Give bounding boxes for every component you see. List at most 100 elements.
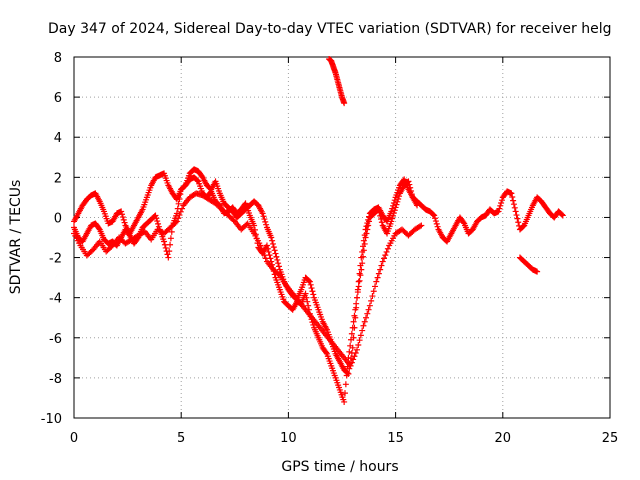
track-c-point (372, 283, 379, 290)
track-a-point (305, 302, 312, 309)
x-tick-label: 10 (280, 431, 297, 446)
track-a-point (166, 248, 173, 255)
x-tick-label: 25 (602, 431, 619, 446)
track-c-point (377, 266, 384, 273)
track-b-point (509, 193, 516, 200)
track-b-point (262, 218, 269, 225)
track-b-point (558, 211, 565, 218)
track-c-point (257, 242, 264, 249)
track-b-point (355, 278, 362, 285)
track-a-point (168, 228, 175, 235)
track-c-point (366, 302, 373, 309)
track-b-point (513, 212, 520, 219)
track-b-point (354, 294, 361, 301)
track-c-point (355, 341, 362, 348)
track-b-point (307, 281, 314, 288)
track-c-point (262, 255, 269, 262)
track-c-point (418, 222, 425, 229)
y-tick-labels: -10 -8 -6 -4 -2 0 2 4 6 8 (41, 51, 62, 427)
track-b-point (268, 234, 275, 241)
track-b-point (364, 220, 371, 227)
track-b-point (390, 202, 397, 209)
track-a-point (167, 235, 174, 242)
track-a-point (358, 266, 365, 273)
y-tick-label: -2 (49, 252, 62, 267)
track-c-point (382, 252, 389, 259)
track-b-point (263, 221, 270, 228)
track-b-point (344, 370, 351, 377)
track-c-point (363, 314, 370, 321)
track-b-point (432, 215, 439, 222)
track-b-point (259, 210, 266, 217)
track-b-point (275, 260, 282, 267)
track-b-point (363, 223, 370, 230)
y-tick-label: -6 (49, 332, 62, 347)
track-b-point (181, 183, 188, 190)
track-b-point (362, 226, 369, 233)
track-c-point (172, 219, 179, 226)
track-c-point (361, 318, 368, 325)
y-tick-label: 4 (54, 131, 62, 146)
track-a-point (251, 222, 258, 229)
track-c-point (375, 270, 382, 277)
data-points (71, 56, 566, 405)
track-d-point (341, 100, 348, 107)
track-c-point (260, 248, 267, 255)
track-b-point (358, 254, 365, 261)
track-b-point (389, 205, 396, 212)
track-a-point (356, 277, 363, 284)
track-c-point (373, 278, 380, 285)
track-b-point (388, 208, 395, 215)
track-a-point (175, 200, 182, 207)
y-tick-label: -10 (41, 412, 62, 427)
track-a-point (341, 398, 348, 405)
track-c-point (261, 252, 268, 259)
track-b-point (360, 237, 367, 244)
track-c-point (378, 262, 385, 269)
track-b-point (306, 278, 313, 285)
track-c-point (368, 297, 375, 304)
track-c-point (360, 322, 367, 329)
track-a-point (153, 215, 160, 222)
track-b-point (430, 211, 437, 218)
track-c-point (176, 212, 183, 219)
track-b-point (498, 197, 505, 204)
track-b-point (119, 214, 126, 221)
track-a-point (161, 238, 168, 245)
track-c-point (275, 271, 282, 278)
track-c-point (370, 288, 377, 295)
x-tick-labels: 0 5 10 15 20 25 (70, 431, 618, 446)
chart-title: Day 347 of 2024, Sidereal Day-to-day VTE… (48, 21, 611, 37)
track-c-point (175, 215, 182, 222)
y-tick-label: 2 (54, 171, 62, 186)
track-b-point (269, 237, 276, 244)
track-a-point (389, 215, 396, 222)
track-b-point (460, 219, 467, 226)
track-a-point (264, 245, 271, 252)
track-c-point (354, 346, 361, 353)
track-b-point (508, 190, 515, 197)
track-a-point (164, 251, 171, 258)
track-b-point (274, 256, 281, 263)
track-c-point (348, 359, 355, 366)
x-tick-label: 5 (177, 431, 185, 446)
track-b-point (515, 219, 522, 226)
track-b-point (432, 218, 439, 225)
track-b-point (310, 291, 317, 298)
track-b-point (261, 216, 268, 223)
track-c-point (357, 332, 364, 339)
track-b-point (360, 243, 367, 250)
track-b-point (308, 285, 315, 292)
track-b-point (510, 197, 517, 204)
track-a-point (350, 318, 357, 325)
track-c-point (379, 258, 386, 265)
track-b-point (270, 244, 277, 251)
track-b-point (434, 223, 441, 230)
axis-ticks (73, 56, 611, 419)
track-b-point (495, 208, 502, 215)
track-a-point (302, 290, 309, 297)
track-b-point (119, 211, 126, 218)
track-c-point (173, 218, 180, 225)
track-a-point (95, 225, 102, 232)
track-a-point (323, 349, 330, 356)
